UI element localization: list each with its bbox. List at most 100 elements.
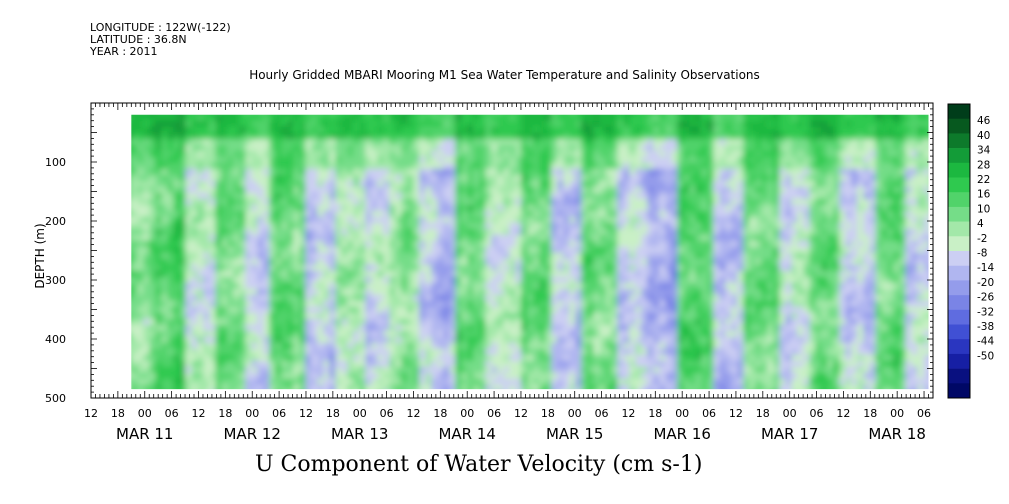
heatmap-cell [581,354,588,362]
heatmap-cell [365,222,372,230]
heatmap-cell [137,174,144,182]
heatmap-cell [479,342,486,350]
heatmap-cell [635,186,642,194]
heatmap-cell [581,252,588,260]
heatmap-cell [215,192,222,200]
heatmap-cell [563,384,570,390]
heatmap-cell [713,222,720,230]
heatmap-cell [215,126,222,134]
heatmap-cell [353,336,360,344]
heatmap-cell [353,132,360,140]
heatmap-cell [485,192,492,200]
heatmap-cell [233,306,240,314]
heatmap-cell [665,366,672,374]
heatmap-cell [611,180,618,188]
heatmap-cell [419,114,426,116]
heatmap-cell [575,270,582,278]
heatmap-cell [263,312,270,320]
heatmap-cell [557,174,564,182]
heatmap-cell [737,120,744,128]
heatmap-cell [659,306,666,314]
heatmap-cell [239,216,246,224]
heatmap-cell [593,276,600,284]
heatmap-cell [575,252,582,260]
heatmap-cell [575,330,582,338]
heatmap-cell [251,144,258,152]
heatmap-cell [521,294,528,302]
heatmap-cell [671,120,678,128]
heatmap-cell [299,186,306,194]
heatmap-cell [215,366,222,374]
heatmap-cell [557,114,564,116]
heatmap-cell [131,198,138,206]
heatmap-cell [497,342,504,350]
heatmap-cell [131,204,132,212]
heatmap-cell [509,204,516,212]
heatmap-cell [635,288,642,296]
heatmap-cell [359,132,366,140]
heatmap-cell [293,156,300,164]
heatmap-cell [437,258,444,266]
heatmap-cell [533,276,540,284]
heatmap-cell [215,180,222,188]
heatmap-cell [227,210,234,218]
heatmap-cell [545,156,552,164]
heatmap-cell [275,318,282,326]
heatmap-cell [269,186,276,194]
heatmap-cell [167,168,174,176]
heatmap-cell [581,306,588,314]
heatmap-cell [359,378,366,386]
heatmap-cell [521,144,528,152]
heatmap-cell [149,366,156,374]
heatmap-cell [185,288,192,296]
heatmap-cell [533,162,540,170]
heatmap-cell [443,360,450,368]
heatmap-cell [317,228,324,236]
heatmap-cell [479,330,486,338]
heatmap-cell [275,186,282,194]
heatmap-cell [599,300,606,308]
heatmap-cell [623,270,630,278]
heatmap-cell [653,234,660,242]
heatmap-cell [245,114,252,122]
heatmap-cell [725,336,732,344]
heatmap-cell [647,342,654,350]
heatmap-cell [701,138,708,146]
heatmap-cell [305,132,312,140]
heatmap-cell [137,198,144,206]
heatmap-cell [521,258,528,266]
heatmap-cell [725,132,732,140]
heatmap-cell [563,186,570,194]
heatmap-cell [335,198,342,206]
heatmap-cell [629,132,636,140]
heatmap-cell [329,240,336,248]
heatmap-cell [419,228,426,236]
heatmap-cell [467,330,474,338]
heatmap-cell [725,306,732,314]
heatmap-cell [365,366,372,374]
heatmap-cell [131,156,138,164]
heatmap-cell [185,216,192,224]
heatmap-cell [665,360,672,368]
heatmap-cell [371,246,378,254]
heatmap-cell [383,276,390,284]
heatmap-cell [677,114,684,116]
heatmap-cell [251,312,258,320]
heatmap-cell [221,348,228,356]
heatmap-cell [653,360,660,368]
heatmap-cell [491,312,498,320]
heatmap-cell [185,150,192,158]
heatmap-cell [227,156,234,164]
heatmap-cell [527,114,534,116]
heatmap-cell [143,120,150,128]
heatmap-cell [527,216,534,224]
heatmap-cell [233,366,240,374]
heatmap-cell [557,198,564,206]
heatmap-cell [233,138,240,146]
heatmap-cell [665,156,672,164]
heatmap-cell [143,264,150,272]
heatmap-cell [263,186,270,194]
heatmap-cell [587,168,594,176]
heatmap-cell [479,384,486,390]
heatmap-cell [665,120,672,128]
